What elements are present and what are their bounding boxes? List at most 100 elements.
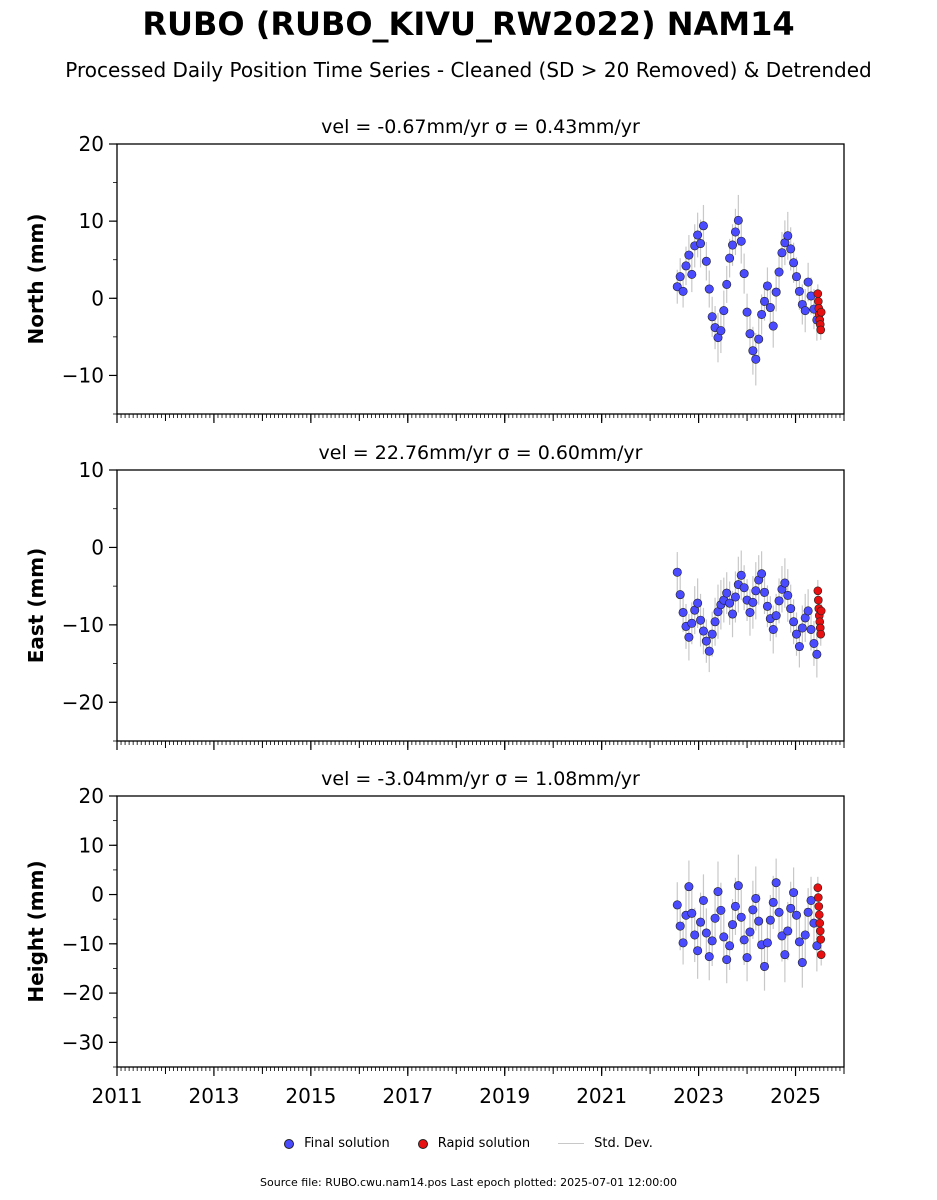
y-axis-label: East (mm) bbox=[24, 548, 48, 664]
final-solution-point bbox=[760, 961, 770, 971]
final-solution-point bbox=[797, 623, 807, 633]
final-solution-point bbox=[777, 248, 787, 258]
final-solution-point bbox=[698, 221, 708, 231]
final-solution-point bbox=[719, 932, 729, 942]
rapid-solution-point bbox=[815, 918, 825, 928]
panel-title: vel = -3.04mm/yr σ = 1.08mm/yr bbox=[321, 768, 640, 790]
final-solution-point bbox=[722, 955, 732, 965]
final-solution-point bbox=[736, 570, 746, 580]
final-solution-point bbox=[780, 578, 790, 588]
y-tick-label: −20 bbox=[62, 981, 104, 1005]
axes-frame bbox=[116, 143, 845, 415]
rapid-solution-marker-icon bbox=[417, 1138, 428, 1149]
rapid-solution-point bbox=[816, 935, 826, 944]
final-solution-point bbox=[777, 931, 787, 941]
final-solution-point bbox=[794, 937, 804, 947]
legend-label-final: Final solution bbox=[304, 1136, 390, 1151]
final-solution-point bbox=[745, 927, 755, 937]
final-solution-point bbox=[783, 231, 793, 241]
final-solution-point bbox=[722, 588, 732, 598]
final-solution-point bbox=[730, 901, 740, 911]
final-solution-point bbox=[760, 296, 770, 306]
final-solution-point bbox=[742, 953, 752, 963]
final-solution-point bbox=[806, 895, 816, 905]
final-solution-point bbox=[771, 287, 781, 297]
y-tick-label: 10 bbox=[79, 458, 104, 482]
final-solution-point bbox=[754, 916, 764, 926]
final-solution-point bbox=[684, 250, 694, 260]
final-solution-point bbox=[687, 618, 697, 628]
legend-label-std: Std. Dev. bbox=[594, 1136, 653, 1151]
rapid-solution-point bbox=[813, 883, 823, 892]
final-solution-point bbox=[792, 272, 802, 282]
final-solution-point bbox=[739, 269, 749, 279]
final-solution-point bbox=[745, 607, 755, 617]
final-solution-point bbox=[794, 642, 804, 652]
final-solution-point bbox=[768, 321, 778, 331]
legend: Final solution Rapid solution Std. Dev. bbox=[0, 1136, 937, 1151]
legend-item-std: Std. Dev. bbox=[558, 1136, 653, 1151]
final-solution-point bbox=[725, 253, 735, 263]
x-tick-label: 2021 bbox=[576, 1084, 627, 1108]
y-axis-label: Height (mm) bbox=[24, 860, 48, 1002]
final-solution-point bbox=[757, 569, 767, 579]
final-solution-point bbox=[748, 597, 758, 607]
final-solution-point bbox=[696, 917, 706, 927]
final-solution-point bbox=[710, 913, 720, 923]
final-solution-point bbox=[704, 952, 714, 962]
final-solution-point bbox=[684, 632, 694, 642]
x-tick-label: 2019 bbox=[479, 1084, 530, 1108]
final-solution-point bbox=[704, 284, 714, 294]
final-solution-point bbox=[745, 329, 755, 339]
rapid-solution-point bbox=[816, 307, 826, 317]
rapid-solution-point bbox=[814, 893, 823, 902]
final-solution-point bbox=[693, 598, 703, 608]
y-axis-label: North (mm) bbox=[24, 213, 48, 344]
final-solution-point bbox=[792, 910, 802, 920]
final-solution-point bbox=[768, 897, 778, 907]
final-solution-point bbox=[800, 306, 810, 316]
final-solution-point bbox=[701, 928, 711, 938]
y-tick-label: −30 bbox=[62, 1030, 104, 1054]
final-solution-point bbox=[678, 938, 688, 948]
final-solution-point bbox=[728, 240, 738, 250]
final-solution-point bbox=[681, 261, 691, 271]
final-solution-point bbox=[707, 936, 717, 946]
y-tick-label: −10 bbox=[62, 363, 104, 387]
final-solution-point bbox=[806, 625, 816, 635]
final-solution-point bbox=[704, 646, 714, 656]
final-solution-point bbox=[693, 230, 703, 240]
final-solution-point bbox=[684, 882, 694, 892]
final-solution-point bbox=[678, 286, 688, 296]
x-tick-label: 2017 bbox=[382, 1084, 433, 1108]
rapid-solution-point bbox=[815, 926, 825, 936]
final-solution-point bbox=[774, 267, 784, 277]
final-solution-point bbox=[789, 617, 799, 627]
y-tick-label: −10 bbox=[62, 613, 104, 637]
axes-frame bbox=[116, 795, 845, 1068]
final-solution-point bbox=[701, 636, 711, 646]
final-solution-point bbox=[730, 592, 740, 602]
final-solution-point bbox=[786, 903, 796, 913]
final-solution-point bbox=[748, 346, 758, 356]
final-solution-point bbox=[803, 606, 813, 616]
final-solution-point bbox=[780, 950, 790, 960]
final-solution-point bbox=[742, 307, 752, 317]
final-solution-point bbox=[786, 244, 796, 254]
final-solution-point bbox=[687, 908, 697, 918]
final-solution-point bbox=[812, 941, 822, 951]
std-dev-line-icon bbox=[558, 1143, 585, 1144]
axes-frame bbox=[116, 469, 845, 742]
rapid-solution-point bbox=[813, 586, 823, 596]
final-solution-point bbox=[809, 638, 819, 648]
rapid-solution-point bbox=[814, 902, 824, 911]
final-solution-point bbox=[675, 272, 685, 282]
final-solution-point bbox=[701, 256, 711, 266]
rapid-solution-point bbox=[813, 289, 823, 298]
x-tick-label: 2015 bbox=[285, 1084, 336, 1108]
panel-title: vel = -0.67mm/yr σ = 0.43mm/yr bbox=[321, 116, 640, 138]
final-solution-point bbox=[722, 279, 732, 289]
final-solution-point bbox=[789, 888, 799, 898]
final-solution-point bbox=[783, 926, 793, 936]
